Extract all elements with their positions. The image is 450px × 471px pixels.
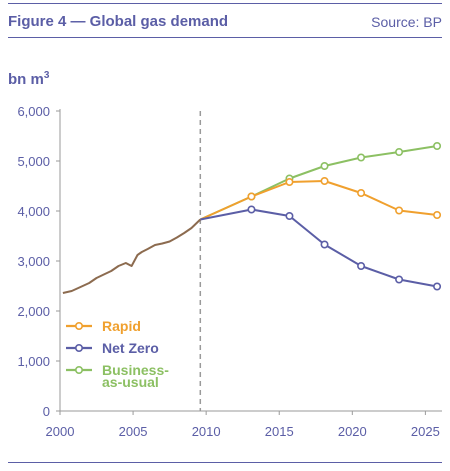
series-line-net-zero [200, 208, 438, 288]
legend-label-business-as-usual: as-usual [102, 374, 159, 390]
legend-marker-net-zero [75, 343, 84, 352]
figure-source: Source: BP [371, 14, 442, 30]
legend-label-business-as-usual: Business- [102, 362, 169, 378]
data-point-rapid [285, 178, 294, 187]
y-tick-label: 5,000 [17, 154, 50, 169]
x-tick-label: 2015 [265, 424, 294, 439]
series-line-rapid [199, 180, 438, 221]
data-point-net-zero [395, 275, 404, 284]
x-tick-label: 2000 [46, 424, 75, 439]
data-point-net-zero [357, 261, 366, 270]
y-tick-label: 1,000 [17, 354, 50, 369]
data-point-net-zero [285, 212, 294, 221]
data-point-rapid [395, 206, 404, 215]
legend-label-net-zero: Net Zero [102, 340, 159, 356]
bottom-rule [8, 462, 442, 463]
data-point-business-as-usual [395, 148, 404, 157]
header-rule [8, 37, 442, 38]
top-rule [8, 3, 442, 4]
y-axis-unit-label: bn m3 [8, 70, 49, 88]
data-point-net-zero [433, 282, 442, 291]
data-point-rapid [320, 177, 329, 186]
data-point-rapid [357, 189, 366, 198]
data-point-business-as-usual [433, 142, 442, 151]
y-tick-label: 4,000 [17, 204, 50, 219]
data-point-net-zero [247, 205, 256, 214]
unit-superscript: 3 [43, 70, 50, 81]
legend-marker-rapid [75, 321, 84, 330]
series-line-history [62, 218, 201, 294]
data-point-net-zero [320, 240, 329, 249]
legend-marker-business-as-usual [75, 365, 84, 374]
unit-text: bn m [8, 71, 44, 88]
x-tick-label: 2025 [411, 424, 440, 439]
y-tick-label: 0 [43, 404, 50, 419]
data-point-business-as-usual [320, 162, 329, 171]
data-point-rapid [433, 211, 442, 220]
figure-title: Figure 4 — Global gas demand [8, 13, 229, 30]
data-point-rapid [247, 192, 256, 201]
y-tick-label: 6,000 [17, 104, 50, 119]
x-tick-label: 2020 [338, 424, 367, 439]
x-tick-label: 2005 [119, 424, 148, 439]
x-tick-label: 2010 [192, 424, 221, 439]
legend-label-rapid: Rapid [102, 318, 141, 334]
data-point-business-as-usual [357, 153, 366, 162]
y-tick-label: 3,000 [17, 254, 50, 269]
y-tick-label: 2,000 [17, 304, 50, 319]
